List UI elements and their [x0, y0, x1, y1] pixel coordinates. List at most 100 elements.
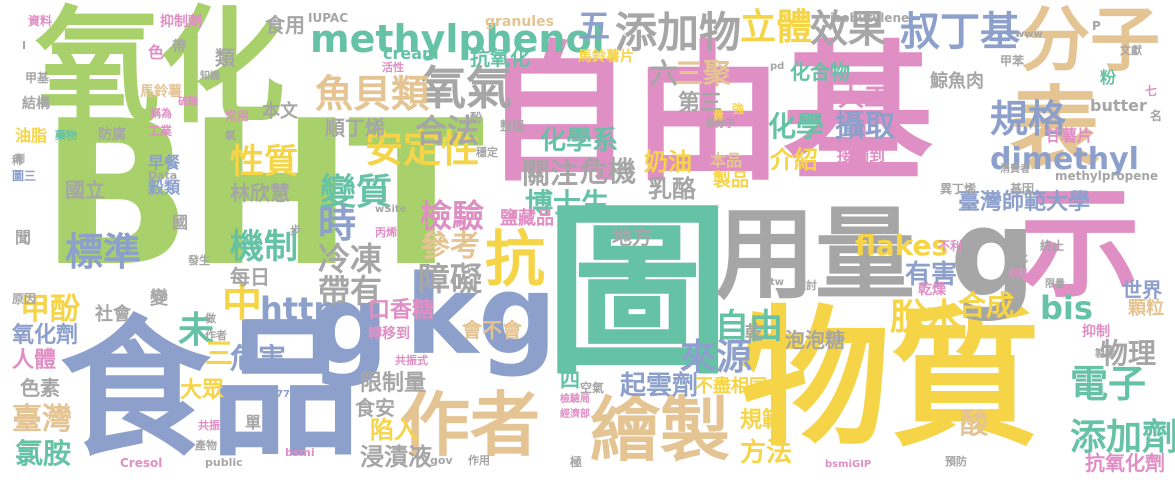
word-kg: kg [405, 251, 557, 379]
word-oxygen: 氧氣 [420, 61, 512, 115]
word-oxidation: 氧化 [35, 0, 285, 140]
word-shellfish: 魚貝類 [315, 72, 430, 116]
word-intake: 攝取 [835, 109, 895, 144]
word-oxy: 氧 [225, 129, 236, 142]
word-chips: 馬鈴薯片 [578, 49, 634, 65]
word-single: 單 [245, 413, 262, 432]
word-ntnu: 臺灣師範大學 [958, 190, 1091, 215]
word-source: 來源 [680, 337, 753, 378]
word-limit-amount: 限量 [1045, 279, 1065, 290]
word-structure: 結構 [22, 96, 50, 112]
word-table: 表 [1010, 77, 1100, 182]
word-function: 作用 [468, 454, 490, 467]
word-deteriorate: 變質 [320, 172, 393, 213]
word-limit: 限制量 [360, 371, 427, 396]
word-oxidizer: 氧化劑 [12, 323, 79, 348]
word-gov: gov [430, 454, 453, 467]
word-butter-en: butter [1090, 96, 1147, 115]
word-bureau: 檢驗局 [560, 394, 590, 405]
word-not-same: 不盡相同 [695, 376, 767, 397]
word-product-item: 產物 [195, 439, 217, 452]
word-transfer: 轉移到 [368, 326, 410, 342]
word-cream: cream [383, 44, 439, 63]
word-knowledge: 知識 [200, 71, 220, 82]
word-product: 製品 [713, 170, 749, 191]
word-author: 作者 [400, 384, 540, 466]
word-time: 時 [318, 202, 357, 246]
word-pigment: 色素 [20, 376, 60, 400]
word-edible: 食用 [265, 13, 305, 37]
word-soak-liquid: 浸漬液 [360, 443, 432, 471]
word-cause: 原因 [12, 292, 37, 306]
word-public-en: public [205, 456, 243, 469]
word-toluene: 甲苯 [1000, 54, 1025, 68]
word-antioxidant: 抗氧化劑 [1085, 451, 1165, 475]
word-figure-three: 圖三 [12, 169, 37, 183]
word-will-or-not: 會不會 [462, 318, 522, 342]
word-obstacle: 障礙 [418, 260, 483, 298]
word-dimethyl: dimethyl [990, 142, 1139, 177]
word-taiwan: 臺灣 [12, 402, 72, 437]
word-physics: 物理 [1100, 337, 1157, 370]
word-adverse: 不利 [938, 239, 963, 253]
word-common: 常用 [225, 109, 250, 123]
word-inspection: 檢驗 [420, 197, 485, 235]
word-dry: 乾燥 [918, 282, 946, 298]
word-kind: 類 [215, 46, 235, 70]
word-http: http [260, 290, 337, 328]
word-raw-material: 原料 [1008, 269, 1028, 280]
word-belt: 帶 [172, 39, 186, 55]
word-cereal: 穀類 [148, 178, 181, 197]
word-name: 名 [1150, 109, 1163, 123]
word-author-name: 林欣慧 [230, 181, 290, 205]
word-news: 聞 [15, 228, 32, 247]
word-prevent: 預防 [945, 455, 967, 468]
word-trap: 陷入 [370, 416, 418, 444]
word-world: 世界 [1122, 278, 1162, 302]
word-synthesis: 合成 [958, 289, 1015, 322]
word-bht: BHT [40, 78, 484, 311]
word-dilute: 稀 [12, 154, 23, 167]
word-iupac: IUPAC [308, 11, 348, 25]
word-agent: 劑 [15, 154, 25, 165]
word-carry: 帶有 [318, 272, 383, 310]
word-butter: 奶油 [644, 148, 692, 176]
word-national: 國立 [65, 178, 105, 202]
word-preserve: 防腐 [98, 127, 126, 143]
word-seven: 七 [1145, 84, 1158, 98]
word-called: 稱為 [150, 107, 172, 120]
word-butene: 順丁烯 [325, 116, 385, 140]
word-not-yet: 未 [178, 310, 215, 351]
word-five: 五 [578, 7, 611, 45]
word-author-small: 作者 [205, 329, 227, 342]
word-clouding: 起雲劑 [620, 371, 699, 401]
word-air: 空氣 [580, 381, 605, 395]
word-cresol: 甲酚 [20, 292, 80, 327]
word-g-blue: g [310, 261, 389, 389]
word-legal: 合法 [415, 112, 480, 150]
word-drawn: 繪製 [590, 389, 730, 471]
word-tert-butyl: 叔丁基 [900, 9, 1020, 55]
word-potato: 馬鈴薯 [140, 84, 182, 100]
word-middle: 中 [222, 280, 262, 326]
word-method: 方法 [740, 438, 793, 468]
word-granules: granules [485, 14, 554, 30]
word-acid: 酸 [960, 407, 989, 440]
word-compound: 化合物 [790, 60, 850, 84]
word-this-article: 本文 [262, 101, 298, 122]
word-ministry: 經濟部 [560, 409, 590, 420]
word-strong: 強 [732, 102, 745, 116]
word-preparation: 製備 [1095, 349, 1115, 360]
word-chem-dept: 化學系 [540, 126, 619, 156]
word-base-molecule: 基分子 [705, 119, 735, 130]
word-additive-agent: 添加劑 [1070, 417, 1175, 458]
word-dry-single: 乾 [745, 323, 763, 344]
word-crisis: 危機 [580, 155, 637, 188]
word-place: 地方 [612, 225, 652, 249]
word-f1317: f1317177702268 [230, 389, 325, 400]
word-organize: 整理 [500, 119, 525, 133]
word-stability: 安定性 [365, 127, 480, 171]
word-electron: 電子 [1070, 362, 1147, 406]
word-dehydrate: 脫水 [890, 297, 963, 338]
word-sweet-potato: 甘薯片 [1045, 126, 1094, 145]
